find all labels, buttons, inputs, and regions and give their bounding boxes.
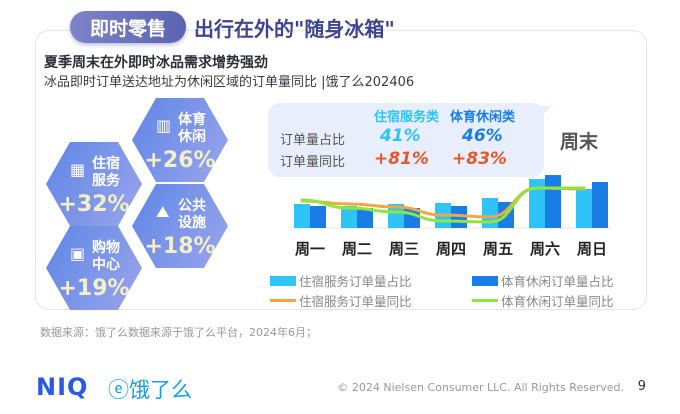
park-icon: ⛰ xyxy=(156,202,170,221)
niq-logo: NIQ xyxy=(36,373,89,401)
callout-row1: 订单量占比 xyxy=(280,133,346,148)
bar-sports xyxy=(357,208,373,228)
bar-hotel xyxy=(294,204,310,228)
x-tick-label: 周日 xyxy=(577,240,607,258)
stadium-icon: ▥ xyxy=(156,116,172,135)
hex-label: 休闲 xyxy=(178,129,206,145)
x-tick-label: 周五 xyxy=(483,240,513,258)
hex-mall: ▣ 购物 中心 +19% xyxy=(46,226,142,310)
hex-value: +26% xyxy=(144,148,216,173)
callout-col1: 住宿服务类 xyxy=(374,110,440,125)
legend-label: 住宿服务订单量同比 xyxy=(299,294,412,309)
yoy-sports: +83% xyxy=(452,149,507,169)
bar-sports xyxy=(545,175,561,228)
legend-hotel-yoy: 住宿服务订单量同比 xyxy=(270,291,412,310)
hex-public: ⛰ 公共 设施 +18% xyxy=(132,184,228,268)
hex-sports: ▥ 体育 休闲 +26% xyxy=(132,98,228,182)
yoy-hotel: +81% xyxy=(374,149,429,169)
legend-sports-yoy: 体育休闲订单量同比 xyxy=(472,291,614,310)
category-tag: 即时零售 xyxy=(70,11,186,43)
description: 冰品即时订单送达地址为休闲区域的订单量同比 |饿了么202406 xyxy=(44,75,415,90)
legend-label: 住宿服务订单量占比 xyxy=(299,274,412,289)
bar-hotel xyxy=(388,204,404,228)
legend-label: 体育休闲订单量占比 xyxy=(501,274,614,289)
x-tick-label: 周三 xyxy=(389,240,419,258)
eleme-logo: ⓔ饿了么 xyxy=(108,374,192,404)
hex-label: 住宿 xyxy=(92,156,120,172)
bar-hotel xyxy=(341,206,357,228)
line-sports-yoy xyxy=(300,186,586,224)
legend-sports-share: 体育休闲订单量占比 xyxy=(472,271,614,290)
callout-tail xyxy=(530,106,552,128)
hex-value: +32% xyxy=(58,192,130,217)
x-tick-label: 周二 xyxy=(342,240,372,258)
page-number: 9 xyxy=(637,379,646,394)
bar-sports xyxy=(592,182,608,228)
hex-label: 中心 xyxy=(92,257,120,273)
eleme-logo-text: 饿了么 xyxy=(129,378,192,402)
mall-icon: ▣ xyxy=(70,244,86,263)
share-sports: 46% xyxy=(462,126,503,146)
hex-label: 公共 xyxy=(178,198,206,214)
weekend-label: 周末 xyxy=(560,131,599,153)
x-tick-label: 周一 xyxy=(295,240,325,258)
eleme-e-icon: ⓔ xyxy=(108,378,129,402)
subtitle: 夏季周末在外即时冰品需求增势强劲 xyxy=(44,55,268,71)
callout-col2: 体育休闲类 xyxy=(450,110,516,125)
legend-label: 体育休闲订单量同比 xyxy=(501,294,614,309)
hex-label: 体育 xyxy=(178,112,206,128)
hex-label: 设施 xyxy=(178,215,206,231)
callout-bubble xyxy=(268,103,544,177)
hex-label: 购物 xyxy=(92,240,120,256)
share-hotel: 41% xyxy=(380,126,421,146)
x-tick-label: 周四 xyxy=(436,240,466,258)
bar-sports xyxy=(310,206,326,228)
bar-hotel xyxy=(576,189,592,228)
hex-hotel: ▦ 住宿 服务 +32% xyxy=(46,142,142,226)
data-source: 数据来源：饿了么数据来源于饿了么平台，2024年6月； xyxy=(40,326,317,339)
page-title: 出行在外的"随身冰箱" xyxy=(194,17,395,41)
x-tick-label: 周六 xyxy=(530,240,560,258)
callout-row2: 订单量同比 xyxy=(280,155,346,170)
hex-label: 服务 xyxy=(92,173,120,189)
bar-hotel xyxy=(529,179,545,228)
copyright: © 2024 Nielsen Consumer LLC. All Rights … xyxy=(337,381,624,394)
legend-hotel-share: 住宿服务订单量占比 xyxy=(270,271,412,290)
hotel-icon: ▦ xyxy=(70,160,86,179)
hex-value: +19% xyxy=(58,276,130,301)
hex-value: +18% xyxy=(144,234,216,259)
